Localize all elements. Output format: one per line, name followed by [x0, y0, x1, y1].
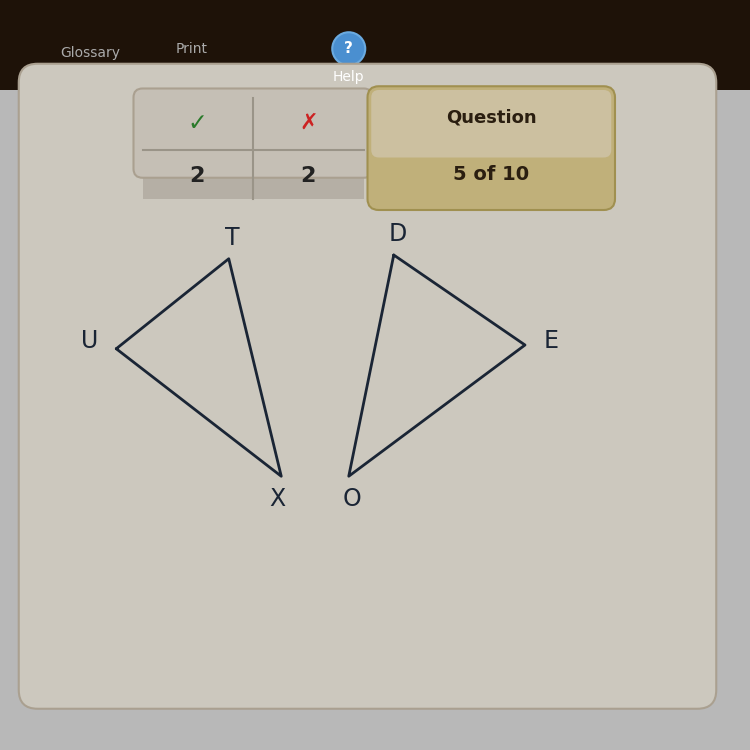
FancyBboxPatch shape [134, 88, 373, 178]
Text: 2: 2 [301, 166, 316, 186]
Text: ✗: ✗ [299, 113, 317, 133]
FancyBboxPatch shape [142, 158, 364, 199]
Text: Glossary: Glossary [60, 46, 120, 59]
Text: ✓: ✓ [188, 111, 207, 135]
Text: D: D [388, 222, 406, 246]
Text: 5 of 10: 5 of 10 [453, 164, 530, 184]
FancyBboxPatch shape [19, 64, 716, 709]
Text: ?: ? [344, 41, 353, 56]
FancyBboxPatch shape [368, 86, 615, 210]
Text: O: O [343, 487, 362, 511]
FancyBboxPatch shape [371, 90, 611, 158]
FancyBboxPatch shape [0, 0, 750, 90]
Text: X: X [269, 487, 286, 511]
Text: 2: 2 [190, 166, 205, 186]
Text: E: E [544, 329, 559, 353]
Text: U: U [81, 329, 99, 353]
Circle shape [332, 32, 365, 65]
Text: T: T [225, 226, 240, 250]
Text: Help: Help [333, 70, 364, 83]
Text: Print: Print [176, 42, 207, 56]
Text: Question: Question [446, 109, 536, 127]
